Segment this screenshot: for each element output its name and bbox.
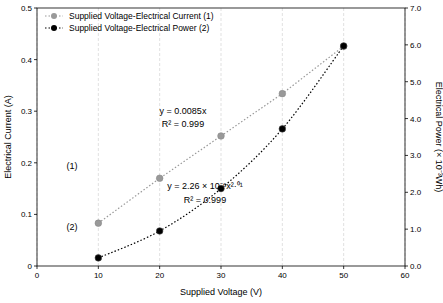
- y2-tick-label: 6.0: [410, 41, 422, 50]
- y2-tick: [405, 155, 408, 156]
- y2-tick-label: 3.0: [410, 151, 422, 160]
- plot-area: [95, 43, 347, 262]
- legend-label: Supplied Voltage-Electrical Power (2): [69, 23, 209, 33]
- y-tick-label: 0.1: [21, 210, 33, 219]
- y2-tick: [405, 192, 408, 193]
- grid-line: [98, 8, 99, 266]
- x-tick: [221, 266, 222, 269]
- x-tick-label: 40: [278, 271, 287, 280]
- data-point: [95, 220, 102, 227]
- legend-label: Supplied Voltage-Electrical Current (1): [69, 11, 214, 21]
- annotation: R² = 0.999: [162, 119, 204, 129]
- legend-marker: [51, 13, 57, 19]
- y-tick: [34, 266, 37, 267]
- x-tick-label: 10: [94, 271, 103, 280]
- data-point: [279, 126, 286, 133]
- annotation: y = 0.0085x: [160, 106, 207, 116]
- data-point: [340, 43, 347, 50]
- x-tick-label: 0: [35, 271, 40, 280]
- y-tick: [34, 59, 37, 60]
- plot-frame: [37, 8, 405, 266]
- y2-tick-label: 0.0: [410, 262, 422, 271]
- y-tick: [34, 162, 37, 163]
- y-tick: [34, 8, 37, 9]
- data-point: [156, 175, 163, 182]
- x-tick-label: 30: [217, 271, 226, 280]
- x-axis-title: Supplied Voltage (V): [180, 287, 262, 297]
- grid-line: [282, 8, 283, 266]
- x-tick: [159, 266, 160, 269]
- y-tick-label: 0: [28, 262, 33, 271]
- x-tick: [405, 266, 406, 269]
- y-tick-label: 0.4: [21, 56, 33, 65]
- y2-axis-title: Electrical Power (× 10⁻³Wh): [434, 82, 443, 192]
- annotation: y = 2.26 × 10⁻⁶x²·⁰¹: [167, 181, 243, 191]
- y2-tick-label: 2.0: [410, 188, 422, 197]
- y2-tick-label: 1.0: [410, 225, 422, 234]
- data-point: [156, 228, 163, 235]
- y2-tick-label: 5.0: [410, 78, 422, 87]
- annotation: R² = 0.999: [184, 195, 226, 205]
- data-point: [95, 255, 102, 262]
- data-point: [279, 90, 286, 97]
- x-tick: [37, 266, 38, 269]
- y-tick: [34, 111, 37, 112]
- data-point: [340, 43, 347, 50]
- x-tick-label: 60: [401, 271, 410, 280]
- y2-tick: [405, 44, 408, 45]
- x-tick: [282, 266, 283, 269]
- data-point: [218, 133, 225, 140]
- chart: 0 10 20 30 40 50 60 0 0.1 0.2 0.3 0.4 0.5 0.0 1.0 2.0 3.…: [0, 0, 443, 303]
- y2-tick-label: 7.0: [410, 4, 422, 13]
- series-line: [98, 46, 343, 258]
- y-tick: [34, 214, 37, 215]
- y2-tick: [405, 266, 408, 267]
- legend-marker: [51, 25, 57, 31]
- annotation: (2): [67, 222, 78, 232]
- y-tick-label: 0.2: [21, 159, 33, 168]
- grid-line: [159, 8, 160, 266]
- annotation: (1): [67, 161, 78, 171]
- y-tick-label: 0.3: [21, 107, 33, 116]
- y2-tick: [405, 118, 408, 119]
- y-axis-title: Electrical Current (A): [3, 95, 13, 179]
- x-tick: [343, 266, 344, 269]
- y2-tick-label: 4.0: [410, 115, 422, 124]
- x-tick-label: 20: [155, 271, 164, 280]
- y2-tick: [405, 81, 408, 82]
- y2-tick: [405, 229, 408, 230]
- x-tick: [98, 266, 99, 269]
- y2-tick: [405, 8, 408, 9]
- x-tick-label: 50: [339, 271, 348, 280]
- series-line: [98, 46, 343, 223]
- y-tick-label: 0.5: [21, 4, 33, 13]
